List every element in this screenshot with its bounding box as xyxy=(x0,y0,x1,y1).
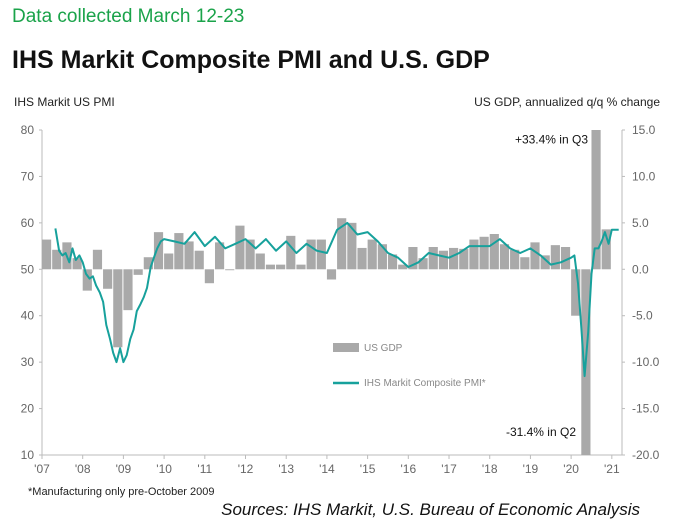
gdp-bar xyxy=(276,264,286,270)
gdp-bar xyxy=(337,218,347,270)
x-tick-label: '17 xyxy=(441,462,457,476)
gdp-bar xyxy=(184,241,194,270)
x-tick-label: '09 xyxy=(116,462,132,476)
gdp-bar xyxy=(560,247,571,270)
x-tick-label: '12 xyxy=(238,462,254,476)
gdp-bar xyxy=(286,235,296,270)
gdp-bar xyxy=(428,247,438,270)
gdp-bar xyxy=(214,242,225,270)
gdp-bar xyxy=(245,239,255,270)
gdp-bar xyxy=(174,233,184,270)
gdp-bar xyxy=(92,249,103,270)
gdp-bar xyxy=(550,245,560,270)
x-tick-label: '20 xyxy=(563,462,579,476)
gdp-bar xyxy=(499,244,510,270)
gdp-bar xyxy=(469,239,479,270)
gdp-bar xyxy=(357,247,367,270)
legend-gdp-label: US GDP xyxy=(364,343,403,354)
left-tick-label: 50 xyxy=(21,262,35,276)
data-collection-note: Data collected March 12-23 xyxy=(12,6,245,27)
chart-title: IHS Markit Composite PMI and U.S. GDP xyxy=(12,46,490,74)
gdp-bar xyxy=(377,244,387,270)
annotation-q2: -31.4% in Q2 xyxy=(506,425,576,439)
left-tick-label: 40 xyxy=(21,309,35,323)
gdp-bar xyxy=(225,269,235,271)
legend-pmi-label: IHS Markit Composite PMI* xyxy=(364,378,486,389)
gdp-bar xyxy=(367,239,377,270)
gdp-bar xyxy=(408,247,418,270)
right-tick-label: -20.0 xyxy=(632,448,660,462)
legend-gdp-swatch xyxy=(333,343,359,352)
gdp-bar xyxy=(591,130,601,270)
gdp-bar xyxy=(438,250,449,270)
right-tick-label: -10.0 xyxy=(632,355,660,369)
gdp-bar xyxy=(540,255,550,270)
gdp-bar xyxy=(398,264,408,270)
x-tick-label: '07 xyxy=(34,462,50,476)
gdp-bar xyxy=(204,269,214,284)
gdp-bar xyxy=(387,254,398,270)
sources: Sources: IHS Markit, U.S. Bureau of Econ… xyxy=(221,500,640,519)
gdp-bar xyxy=(489,234,499,270)
gdp-bar xyxy=(510,249,520,270)
gdp-bar xyxy=(571,269,581,316)
left-tick-label: 70 xyxy=(21,169,35,183)
x-tick-label: '08 xyxy=(75,462,91,476)
gdp-bar xyxy=(306,239,316,270)
left-tick-label: 20 xyxy=(21,402,35,416)
x-tick-label: '10 xyxy=(156,462,172,476)
gdp-bar xyxy=(133,269,143,275)
gdp-bar xyxy=(52,249,62,270)
gdp-bar xyxy=(255,253,265,270)
left-tick-label: 80 xyxy=(21,123,35,137)
gdp-bar xyxy=(296,264,306,270)
x-tick-label: '16 xyxy=(400,462,416,476)
gdp-bar xyxy=(479,236,489,270)
gdp-bar xyxy=(42,239,52,270)
annotation-q3: +33.4% in Q3 xyxy=(515,132,588,146)
right-tick-label: 10.0 xyxy=(632,169,656,183)
footnote: *Manufacturing only pre-October 2009 xyxy=(28,486,215,498)
right-tick-label: -5.0 xyxy=(632,309,653,323)
gdp-bar xyxy=(530,242,540,270)
gdp-bar xyxy=(72,258,82,270)
right-tick-label: 0.0 xyxy=(632,262,649,276)
x-tick-label: '13 xyxy=(278,462,294,476)
gdp-bar xyxy=(520,257,530,270)
gdp-bar xyxy=(113,269,123,348)
gdp-bar xyxy=(103,269,113,289)
gdp-bar xyxy=(265,264,276,270)
left-tick-label: 60 xyxy=(21,216,35,230)
right-tick-label: 15.0 xyxy=(632,123,656,137)
left-axis-label: IHS Markit US PMI xyxy=(14,95,115,109)
gdp-bar xyxy=(316,239,326,270)
right-tick-label: 5.0 xyxy=(632,216,649,230)
x-tick-label: '14 xyxy=(319,462,335,476)
gdp-bar xyxy=(123,269,133,311)
gdp-bar xyxy=(82,269,92,291)
gdp-bar xyxy=(194,250,204,270)
pmi-line xyxy=(54,221,619,378)
x-tick-label: '19 xyxy=(523,462,539,476)
gdp-bar xyxy=(326,269,337,280)
x-tick-label: '21 xyxy=(604,462,620,476)
gdp-bar xyxy=(601,229,611,270)
right-tick-label: -15.0 xyxy=(632,402,660,416)
right-axis-label: US GDP, annualized q/q % change xyxy=(474,95,660,109)
x-tick-label: '15 xyxy=(360,462,376,476)
x-tick-label: '18 xyxy=(482,462,498,476)
left-tick-label: 10 xyxy=(21,448,35,462)
gdp-bar xyxy=(153,232,164,270)
gdp-bar xyxy=(459,248,469,270)
gdp-bar xyxy=(418,258,428,270)
left-tick-label: 30 xyxy=(21,355,35,369)
gdp-bar xyxy=(164,253,174,270)
gdp-bar xyxy=(347,222,357,270)
x-tick-label: '11 xyxy=(197,462,212,476)
gdp-bar xyxy=(235,225,245,270)
gdp-bar xyxy=(143,257,153,270)
gdp-bar xyxy=(449,247,459,270)
